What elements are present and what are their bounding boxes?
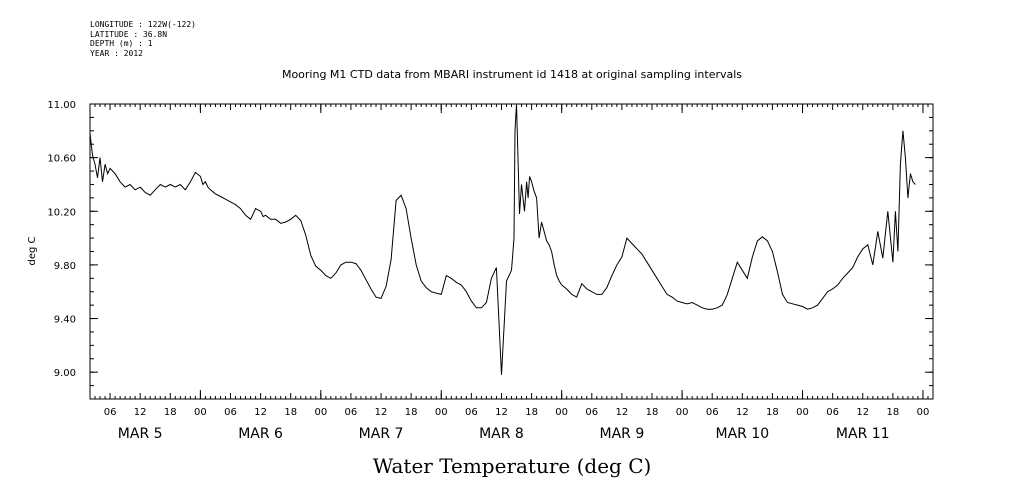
x-day-label: MAR 9 — [600, 426, 645, 442]
y-tick-label: 11.00 — [47, 100, 76, 111]
x-tick-label: 00 — [314, 407, 327, 418]
x-tick-label: 06 — [826, 407, 839, 418]
temperature-line — [89, 103, 916, 375]
x-day-label: MAR 8 — [479, 426, 524, 442]
plot-frame — [89, 103, 934, 400]
x-tick-label: 00 — [194, 407, 207, 418]
x-tick-label: 18 — [284, 407, 297, 418]
x-day-label: MAR 5 — [118, 426, 163, 442]
x-tick-label: 06 — [104, 407, 117, 418]
x-tick-label: 12 — [134, 407, 147, 418]
x-tick-label: 06 — [585, 407, 598, 418]
x-tick-label: 00 — [917, 407, 930, 418]
x-tick-label: 06 — [345, 407, 358, 418]
chart-title: Mooring M1 CTD data from MBARI instrumen… — [281, 68, 743, 81]
x-day-label: MAR 11 — [836, 426, 890, 442]
x-tick-label: 00 — [555, 407, 568, 418]
y-axis-label: deg C — [27, 236, 38, 265]
x-tick-label: 00 — [676, 407, 689, 418]
x-tick-label: 18 — [646, 407, 659, 418]
x-tick-label: 18 — [886, 407, 899, 418]
x-tick-label: 00 — [796, 407, 809, 418]
x-tick-label: 12 — [375, 407, 388, 418]
x-day-label: MAR 6 — [238, 426, 283, 442]
year-label: YEAR : 2012 — [90, 48, 143, 58]
y-tick-label: 10.60 — [47, 154, 76, 165]
x-tick-label: 06 — [706, 407, 719, 418]
depth-label: DEPTH (m) : 1 — [90, 39, 153, 48]
x-tick-label: 12 — [856, 407, 869, 418]
x-tick-label: 00 — [435, 407, 448, 418]
x-tick-label: 12 — [495, 407, 508, 418]
longitude-label: LONGITUDE : 122W(-122) — [90, 20, 196, 29]
latitude-label: LATITUDE : 36.8N — [90, 29, 168, 39]
x-tick-label: 12 — [736, 407, 749, 418]
x-day-label: MAR 10 — [715, 426, 769, 442]
x-tick-label: 18 — [766, 407, 779, 418]
x-tick-label: 18 — [405, 407, 418, 418]
x-tick-label: 18 — [164, 407, 177, 418]
axis-labels: 11.00 10.60 10.20 9.80 9.40 9.00 06 12 18 00 06 12 1… — [47, 100, 929, 442]
x-tick-label: 12 — [254, 407, 267, 418]
y-tick-label: 9.80 — [54, 261, 76, 272]
x-tick-label: 06 — [224, 407, 237, 418]
y-tick-label: 10.20 — [47, 207, 76, 218]
x-tick-label: 18 — [525, 407, 538, 418]
y-tick-label: 9.40 — [54, 315, 76, 326]
x-tick-label: 12 — [616, 407, 629, 418]
x-day-label: MAR 7 — [359, 426, 404, 442]
metadata-block: LONGITUDE : 122W(-122) LATITUDE : 36.8N … — [90, 20, 196, 58]
axis-ticks — [89, 103, 934, 400]
x-tick-label: 06 — [465, 407, 478, 418]
y-tick-label: 9.00 — [54, 368, 76, 379]
x-axis-title: Water Temperature (deg C) — [372, 454, 652, 478]
